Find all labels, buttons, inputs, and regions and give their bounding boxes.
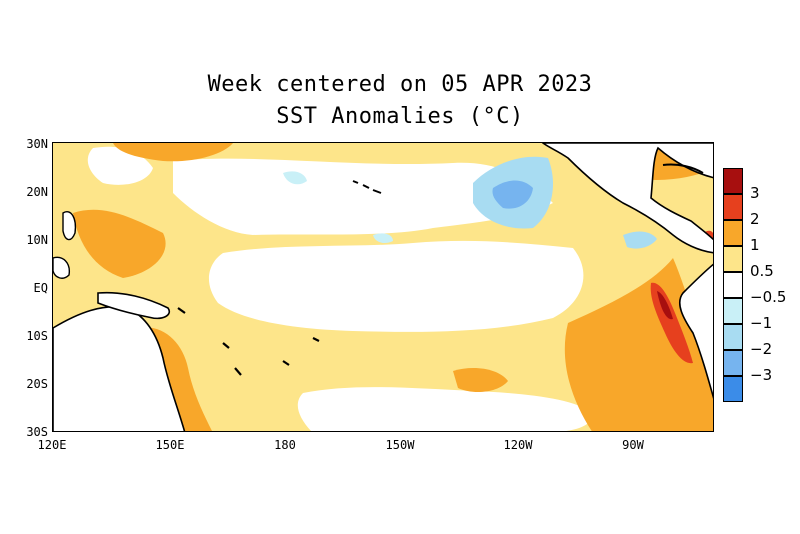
colorbar-label-05: 0.5 — [750, 262, 774, 280]
colorbar-swatch-neg1 — [723, 324, 743, 350]
warm-anomaly-southeast — [564, 258, 713, 431]
colorbar-swatch-3 — [723, 168, 743, 194]
colorbar-swatch-neg2 — [723, 350, 743, 376]
x-label-150e: 150E — [155, 438, 185, 452]
neutral-region-south — [297, 387, 593, 431]
colorbar-swatch-1 — [723, 220, 743, 246]
colorbar-legend — [723, 168, 745, 408]
x-label-120w: 120W — [503, 438, 533, 452]
y-label-30n: 30N — [26, 137, 48, 151]
land-south-america — [678, 263, 713, 399]
y-label-20n: 20N — [26, 185, 48, 199]
colorbar-swatch-05 — [723, 246, 743, 272]
land-australia — [53, 305, 186, 431]
colorbar-label-neg05: −0.5 — [750, 288, 787, 306]
colorbar-label-neg1: −1 — [750, 314, 773, 332]
warm-anomaly-northwest-strip — [113, 143, 233, 162]
y-label-10s: 10S — [26, 329, 48, 343]
colorbar-label-neg2: −2 — [750, 340, 773, 358]
land-north-america — [541, 143, 713, 254]
x-label-180: 180 — [274, 438, 296, 452]
warm-anomaly-west-pacific — [73, 209, 166, 278]
neutral-region-central — [208, 240, 584, 332]
colorbar-label-3: 3 — [750, 184, 760, 202]
y-label-eq: EQ — [33, 281, 48, 295]
x-label-90w: 90W — [622, 438, 644, 452]
cool-anomaly-patch-east — [623, 231, 657, 249]
y-label-20s: 20S — [26, 377, 48, 391]
extreme-anomaly-peru-coast — [657, 291, 673, 320]
x-label-150w: 150W — [385, 438, 415, 452]
colorbar-swatch-neg3 — [723, 376, 743, 402]
colorbar-swatch-neg05 — [723, 298, 743, 324]
y-label-10n: 10N — [26, 233, 48, 247]
cool-anomaly-patch-central — [373, 233, 393, 243]
land-pacific-islands — [177, 307, 320, 376]
cool-anomaly-patch-small — [283, 171, 307, 185]
colorbar-swatch-neutral — [723, 272, 743, 298]
colorbar-label-neg3: −3 — [750, 366, 773, 384]
x-label-120e: 120E — [37, 438, 67, 452]
map-title: Week centered on 05 APR 2023 — [207, 72, 593, 97]
y-label-30s: 30S — [26, 425, 48, 439]
land-borneo — [53, 256, 70, 279]
colorbar-label-1: 1 — [750, 236, 760, 254]
colorbar-label-2: 2 — [750, 210, 760, 228]
land-cuba — [662, 163, 704, 174]
land-new-guinea — [97, 291, 170, 320]
cool-anomaly-core — [492, 180, 533, 209]
neutral-region-north — [173, 158, 553, 235]
land-hawaii — [352, 180, 382, 194]
land-philippines — [62, 211, 77, 241]
colorbar-swatch-2 — [723, 194, 743, 220]
warm-anomaly-south-central — [453, 368, 508, 393]
sst-anomaly-map — [52, 142, 714, 432]
map-subtitle: SST Anomalies (°C) — [276, 104, 524, 129]
